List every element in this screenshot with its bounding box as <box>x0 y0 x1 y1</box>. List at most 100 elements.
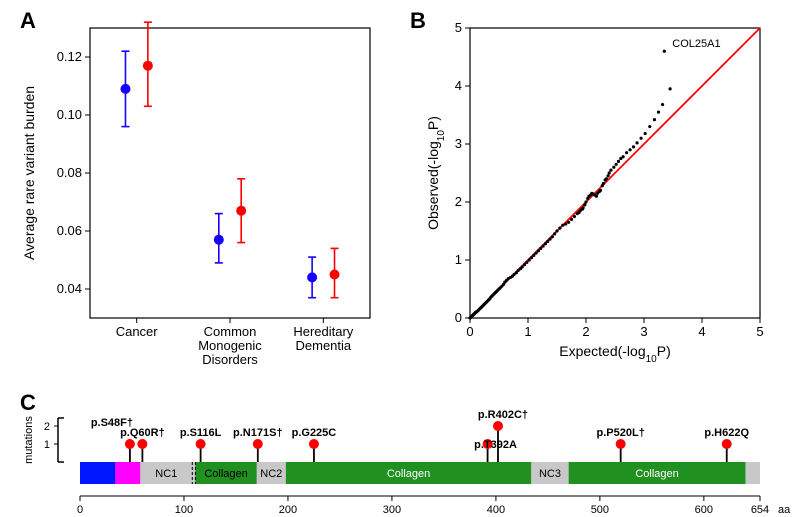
aa-tick-label: 200 <box>279 504 297 516</box>
qq-point <box>602 182 605 185</box>
qq-point <box>657 111 660 114</box>
qq-point <box>644 132 647 135</box>
panel-b-label: B <box>410 8 426 33</box>
aa-tick-label: 500 <box>591 504 609 516</box>
panel-b: B012345012345Expected(-log10P)Observed(-… <box>410 8 764 365</box>
qq-point <box>653 118 656 121</box>
qq-point <box>548 238 551 241</box>
qq-point <box>628 148 631 151</box>
aa-tick-label: 100 <box>175 504 193 516</box>
qq-point <box>539 247 542 250</box>
qq-point <box>541 244 544 247</box>
qq-point <box>605 177 608 180</box>
mut-ylabel: mutations <box>23 416 35 464</box>
qq-point <box>530 256 533 259</box>
panel-a-box <box>90 28 370 318</box>
qq-point <box>606 174 609 177</box>
domain-label: NC2 <box>260 468 282 480</box>
qq-point <box>640 137 643 140</box>
panel-c-label: C <box>20 390 36 415</box>
data-point <box>143 61 153 71</box>
qq-point <box>583 203 586 206</box>
qq-point <box>535 251 538 254</box>
xtick-label: 0 <box>466 324 473 339</box>
ytick-label: 0.12 <box>57 49 82 64</box>
lollipop-head <box>722 439 732 449</box>
xtick-label: Disorders <box>202 352 258 367</box>
lollipop-head <box>309 439 319 449</box>
mut-ytick-label: 2 <box>44 421 50 433</box>
panel-a-label: A <box>20 8 36 33</box>
panel-b-xlabel: Expected(-log10P) <box>559 343 671 365</box>
qq-point <box>537 249 540 252</box>
qq-point <box>525 261 528 264</box>
qq-point <box>546 240 549 243</box>
domain-label: Collagen <box>635 468 678 480</box>
mut-ytick-label: 1 <box>44 439 50 451</box>
ytick-label: 0.06 <box>57 223 82 238</box>
mutation-label: p.H622Q <box>704 427 749 439</box>
mutation-label: p.Q60R† <box>120 427 165 439</box>
qq-point <box>582 206 585 209</box>
aa-tick-label: 400 <box>487 504 505 516</box>
xtick-label: Common <box>204 324 257 339</box>
mutation-label: p.S116L <box>180 427 222 439</box>
data-point <box>330 270 340 280</box>
lollipop-head <box>493 421 503 431</box>
qq-point <box>553 232 556 235</box>
domain-label: Collagen <box>204 468 247 480</box>
qq-point <box>599 189 602 192</box>
qq-point <box>663 50 666 53</box>
mutation-label: p.N171S† <box>233 427 283 439</box>
ytick-label: 2 <box>455 194 462 209</box>
qq-point <box>555 229 558 232</box>
domain-label: NC3 <box>539 468 561 480</box>
panel-a-ylabel: Average rare variant burden <box>21 86 37 260</box>
qq-point <box>544 242 547 245</box>
qq-point <box>648 125 651 128</box>
domain-label: Collagen <box>387 468 430 480</box>
mutation-label: p.T392A <box>474 439 517 451</box>
qq-point <box>567 221 570 224</box>
xtick-label: 2 <box>582 324 589 339</box>
xtick-label: 3 <box>640 324 647 339</box>
qq-point <box>528 258 531 261</box>
domain-block <box>115 462 140 484</box>
qq-point <box>564 222 567 225</box>
qq-point <box>609 169 612 172</box>
qq-point <box>523 263 526 266</box>
panel-c: CNC1CollagenNC2CollagenNC3Collagen010020… <box>20 390 791 516</box>
ytick-label: 3 <box>455 136 462 151</box>
qq-point <box>635 141 638 144</box>
qq-point <box>625 151 628 154</box>
ytick-label: 4 <box>455 78 462 93</box>
lollipop-head <box>125 439 135 449</box>
qq-point <box>615 163 618 166</box>
xtick-label: 1 <box>524 324 531 339</box>
data-point <box>214 235 224 245</box>
ytick-label: 0.04 <box>57 281 82 296</box>
ytick-label: 1 <box>455 252 462 267</box>
qq-point <box>584 200 587 203</box>
qq-point <box>622 155 625 158</box>
qq-point <box>561 224 564 227</box>
xtick-label: 4 <box>698 324 705 339</box>
panel-a: A0.040.060.080.100.12Average rare varian… <box>20 8 370 367</box>
xtick-label: 5 <box>756 324 763 339</box>
qq-point <box>570 218 573 221</box>
qq-point <box>551 235 554 238</box>
annotation-col25a1: COL25A1 <box>672 38 720 50</box>
ytick-label: 0.08 <box>57 165 82 180</box>
qq-point <box>521 265 524 268</box>
xtick-label: Hereditary <box>293 324 353 339</box>
lollipop-head <box>616 439 626 449</box>
aa-tick-label: 0 <box>77 504 83 516</box>
xtick-label: Monogenic <box>198 338 262 353</box>
xtick-label: Dementia <box>296 338 352 353</box>
aa-tick-label: 600 <box>695 504 713 516</box>
panel-b-ylabel: Observed(-log10P) <box>425 116 447 230</box>
mutation-label: p.G225C <box>292 427 337 439</box>
aa-tick-label: 654 <box>751 504 769 516</box>
lollipop-head <box>196 439 206 449</box>
qq-point <box>669 87 672 90</box>
